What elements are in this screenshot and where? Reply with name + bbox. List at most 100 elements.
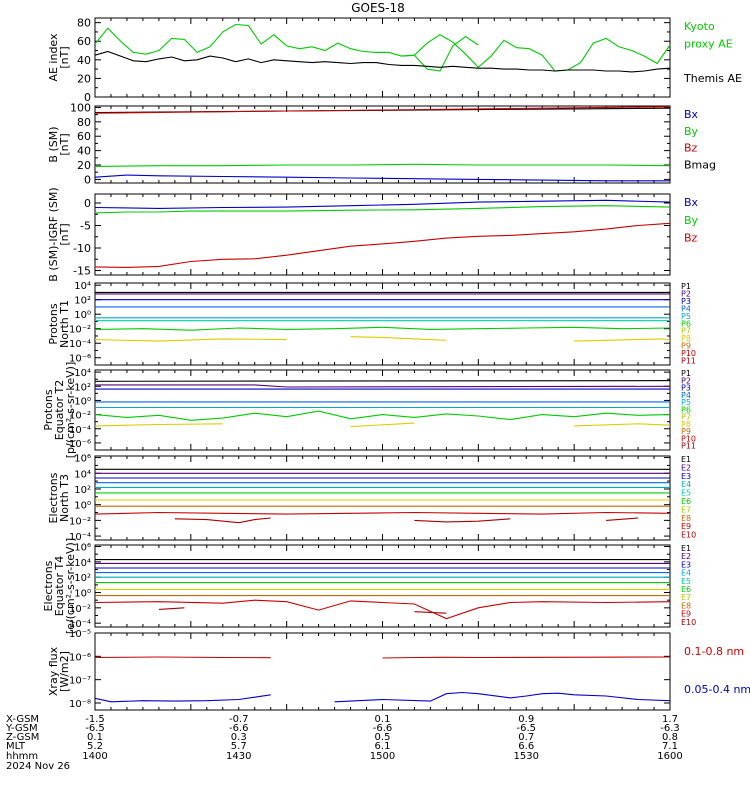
- legend-label: By: [684, 214, 699, 227]
- legend-label: Bz: [684, 142, 698, 155]
- legend-small-label: E1: [681, 544, 691, 553]
- column-value: -6.5: [85, 723, 105, 734]
- y-axis-label: Equator T2: [53, 380, 66, 440]
- column-value: -6.5: [516, 723, 536, 734]
- row-label: X-GSM: [6, 714, 39, 725]
- y-axis-label: [p/(cm²-s-sr-keV)]: [64, 362, 77, 459]
- y-tick-label: 10⁶: [74, 454, 91, 465]
- series-line-p8: [94, 422, 671, 428]
- y-tick-label: 40: [77, 145, 91, 158]
- legend-small-label: P9: [681, 427, 691, 436]
- y-tick-label: 0: [84, 91, 91, 104]
- legend-small-label: P6: [681, 319, 691, 328]
- panel-bigrf: -15 -10 -5 0 B (SM)-IGRF (SM)[nT] Bx By Bz: [47, 187, 699, 281]
- y-tick-label: 10⁻⁵: [69, 629, 91, 640]
- legend-small-label: E4: [681, 480, 691, 489]
- legend-small-label: E6: [681, 585, 691, 594]
- legend-small-label: P2: [681, 376, 691, 385]
- column-value: 0.5: [375, 732, 391, 743]
- column-value: 1400: [82, 751, 107, 762]
- legend-small-label: P3: [681, 297, 691, 306]
- column-value: 6.1: [375, 741, 391, 752]
- y-tick-label: 40: [77, 54, 91, 67]
- legend-small-label: E6: [681, 497, 691, 506]
- series-line-p7: [94, 326, 671, 331]
- legend-small-label: E2: [681, 463, 691, 472]
- legend-label: 0.1-0.8 nm: [684, 645, 744, 658]
- column-value: 5.7: [231, 741, 247, 752]
- row-label: Z-GSM: [6, 732, 39, 743]
- y-axis-label: B (SM)-IGRF (SM): [47, 187, 60, 281]
- column-value: 0.1: [87, 732, 103, 743]
- series-line-0-1-0-8-nm: [94, 656, 671, 659]
- column-value: 0.7: [518, 732, 534, 743]
- legend-small-label: P7: [681, 327, 691, 336]
- panel-frame: [94, 544, 671, 628]
- y-axis-label: B (SM): [47, 126, 60, 162]
- legend-small-label: P4: [681, 304, 691, 313]
- panel-frame: [94, 105, 671, 184]
- y-tick-label: 10⁻⁸: [69, 699, 91, 710]
- panel-xray: 10⁻⁸ 10⁻⁷ 10⁻⁶ 10⁻⁵ Xray flux[W/m2] 0.1-0.8 n…: [47, 629, 750, 711]
- y-tick-label: 10⁴: [74, 469, 91, 480]
- series-line-p2: [95, 384, 671, 388]
- legend-small-label: E3: [681, 560, 691, 569]
- y-axis-label: North T1: [58, 300, 71, 348]
- legend-label: proxy AE: [684, 37, 733, 50]
- legend-small-label: P5: [681, 312, 691, 321]
- legend-label: 0.05-0.4 nm: [684, 683, 750, 696]
- series-line-proxy-ae-tail: [376, 34, 671, 72]
- legend-small-label: P7: [681, 413, 691, 422]
- legend-label: By: [684, 125, 699, 138]
- y-tick-label: 20: [77, 159, 91, 172]
- y-tick-label: 10⁻⁷: [69, 676, 91, 687]
- y-tick-label: 10⁻²: [69, 325, 91, 336]
- row-label: 2024 Nov 26: [6, 761, 70, 772]
- y-axis-label: Protons: [47, 303, 60, 344]
- y-axis-label: North T3: [58, 474, 71, 522]
- column-value: 1430: [226, 751, 251, 762]
- legend-label: Bx: [684, 108, 699, 121]
- legend-small-label: E1: [681, 455, 691, 464]
- y-tick-label: 10²: [74, 573, 91, 584]
- legend-small-label: E7: [681, 505, 691, 514]
- y-tick-label: 10⁻⁴: [69, 339, 91, 350]
- y-tick-label: -10: [73, 242, 91, 255]
- column-value: 0.9: [518, 714, 534, 725]
- legend-small-label: E5: [681, 577, 691, 586]
- legend-small-label: E8: [681, 601, 691, 610]
- y-axis-label: Electrons: [42, 560, 55, 611]
- plot-title: GOES-18: [351, 1, 405, 15]
- y-tick-label: 0: [84, 197, 91, 210]
- legend-small-label: E7: [681, 593, 691, 602]
- y-tick-label: 10⁻²: [69, 516, 91, 527]
- y-tick-label: 10⁶: [74, 543, 91, 554]
- series-line-by: [94, 163, 671, 167]
- y-tick-label: 10⁰: [74, 310, 91, 321]
- y-tick-label: 10⁰: [74, 396, 91, 407]
- panel-ae: 0 20 40 60 80 AE index[nT] Kyoto proxy AE Themis…: [47, 17, 742, 104]
- legend-small-label: E2: [681, 552, 691, 561]
- legend-small-label: E8: [681, 514, 691, 523]
- legend-small-label: E9: [681, 522, 691, 531]
- legend-small-label: E9: [681, 610, 691, 619]
- legend-small-label: P10: [681, 349, 696, 358]
- column-value: 7.1: [662, 741, 678, 752]
- y-tick-label: 80: [77, 17, 91, 30]
- legend-small-label: E10: [681, 618, 696, 627]
- y-tick-label: 10⁻²: [69, 604, 91, 615]
- series-line-bx: [94, 174, 670, 182]
- y-tick-label: 10²: [74, 296, 91, 307]
- column-value: 1600: [657, 751, 682, 762]
- column-value: 0.1: [375, 714, 391, 725]
- y-axis-label: [nT]: [58, 46, 71, 68]
- legend-small-label: E5: [681, 489, 691, 498]
- y-tick-label: 10⁴: [74, 558, 91, 569]
- legend-small-label: P8: [681, 420, 691, 429]
- column-value: -6.6: [229, 723, 249, 734]
- legend-small-label: P9: [681, 342, 691, 351]
